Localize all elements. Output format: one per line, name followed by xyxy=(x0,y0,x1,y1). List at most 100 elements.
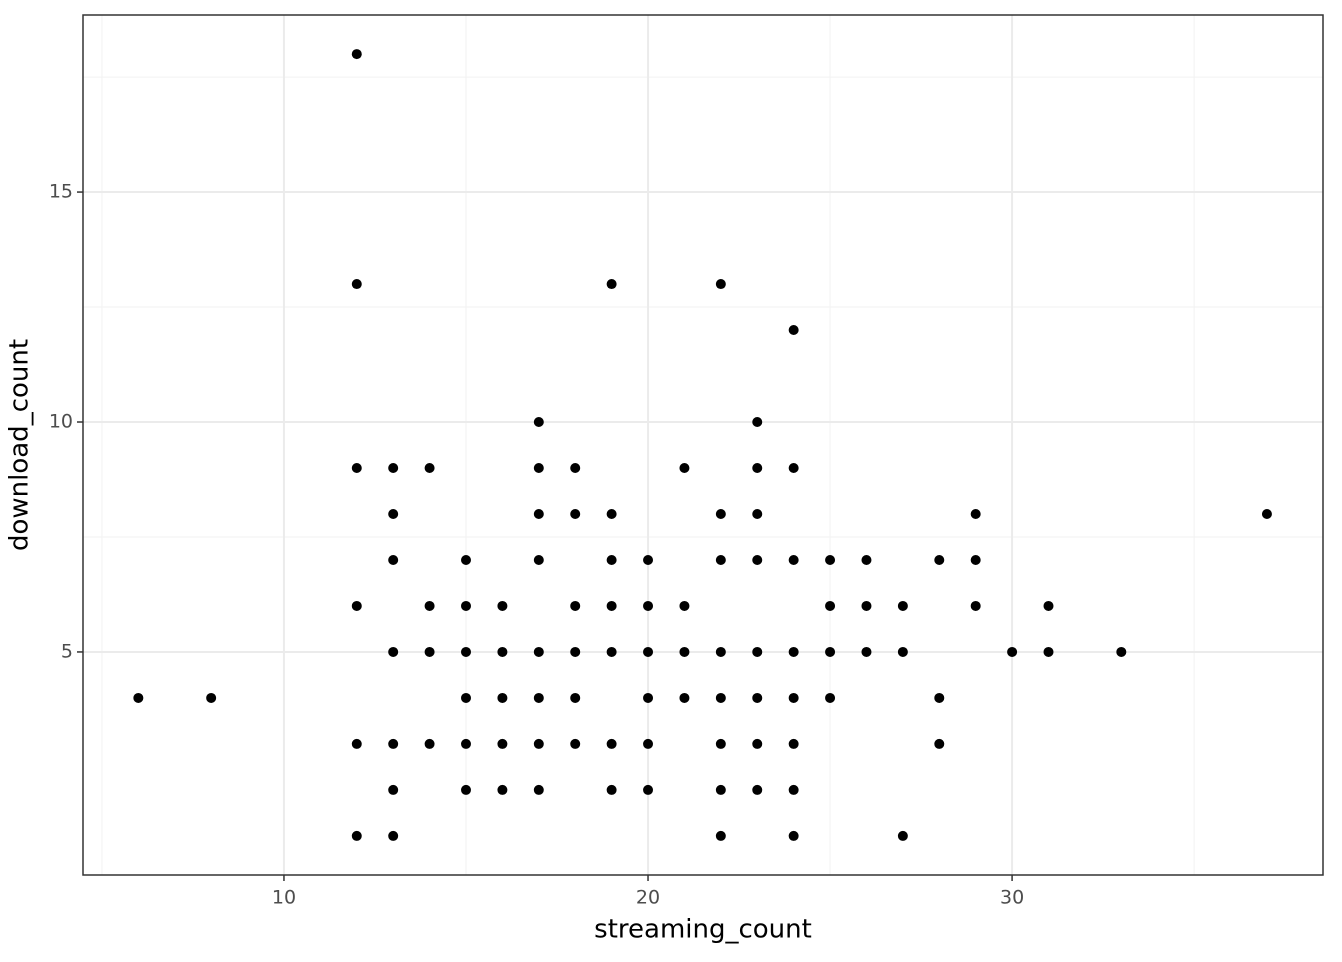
point xyxy=(752,462,763,473)
point xyxy=(970,554,981,565)
point xyxy=(643,784,654,795)
point xyxy=(643,554,654,565)
point xyxy=(570,600,581,611)
point xyxy=(715,508,726,519)
point xyxy=(934,738,945,749)
point xyxy=(970,508,981,519)
point xyxy=(970,600,981,611)
point xyxy=(1007,646,1018,657)
y-tick-label: 10 xyxy=(49,411,73,433)
point xyxy=(679,646,690,657)
point xyxy=(643,646,654,657)
point xyxy=(715,554,726,565)
point xyxy=(351,738,362,749)
x-tick-label: 10 xyxy=(272,887,296,909)
point xyxy=(533,554,544,565)
point xyxy=(1043,646,1054,657)
point xyxy=(460,738,471,749)
point xyxy=(460,692,471,703)
point xyxy=(133,692,144,703)
point xyxy=(679,462,690,473)
point xyxy=(533,646,544,657)
x-tick-label: 20 xyxy=(636,887,660,909)
point xyxy=(388,508,399,519)
y-tick-label: 5 xyxy=(61,640,73,662)
point xyxy=(606,279,617,290)
point xyxy=(752,692,763,703)
point xyxy=(643,692,654,703)
point xyxy=(351,830,362,841)
point xyxy=(388,830,399,841)
point xyxy=(643,600,654,611)
point xyxy=(533,462,544,473)
point xyxy=(825,692,836,703)
point xyxy=(606,600,617,611)
point xyxy=(788,738,799,749)
point xyxy=(606,784,617,795)
point xyxy=(752,738,763,749)
point xyxy=(788,325,799,336)
y-axis-title: download_count xyxy=(5,339,35,551)
point xyxy=(934,554,945,565)
point xyxy=(1116,646,1127,657)
point xyxy=(788,646,799,657)
point xyxy=(570,508,581,519)
point xyxy=(606,646,617,657)
point xyxy=(715,646,726,657)
point xyxy=(570,692,581,703)
point xyxy=(497,738,508,749)
point xyxy=(679,600,690,611)
point xyxy=(424,646,435,657)
point xyxy=(788,462,799,473)
point xyxy=(424,738,435,749)
point xyxy=(752,417,763,428)
point xyxy=(861,600,872,611)
point xyxy=(825,554,836,565)
point xyxy=(897,830,908,841)
point xyxy=(1261,508,1272,519)
point xyxy=(388,784,399,795)
point xyxy=(570,738,581,749)
x-axis-title: streaming_count xyxy=(594,915,812,945)
point xyxy=(897,600,908,611)
point xyxy=(388,738,399,749)
point xyxy=(643,738,654,749)
point xyxy=(788,554,799,565)
point xyxy=(497,784,508,795)
point xyxy=(861,646,872,657)
point xyxy=(570,462,581,473)
point xyxy=(351,279,362,290)
x-tick-label: 30 xyxy=(1000,887,1024,909)
point xyxy=(897,646,908,657)
point xyxy=(606,508,617,519)
point xyxy=(825,646,836,657)
point xyxy=(460,554,471,565)
point xyxy=(788,830,799,841)
point xyxy=(752,646,763,657)
point xyxy=(533,417,544,428)
point xyxy=(788,784,799,795)
point xyxy=(533,508,544,519)
point xyxy=(606,738,617,749)
point xyxy=(351,600,362,611)
point xyxy=(752,508,763,519)
point xyxy=(388,462,399,473)
point xyxy=(351,462,362,473)
point xyxy=(206,692,217,703)
point xyxy=(715,738,726,749)
point xyxy=(715,784,726,795)
point xyxy=(388,646,399,657)
point xyxy=(934,692,945,703)
point xyxy=(715,830,726,841)
point xyxy=(460,600,471,611)
point xyxy=(460,646,471,657)
point xyxy=(861,554,872,565)
point xyxy=(424,462,435,473)
point xyxy=(570,646,581,657)
y-tick-label: 15 xyxy=(49,181,73,203)
point xyxy=(533,738,544,749)
point xyxy=(351,49,362,60)
point xyxy=(715,692,726,703)
